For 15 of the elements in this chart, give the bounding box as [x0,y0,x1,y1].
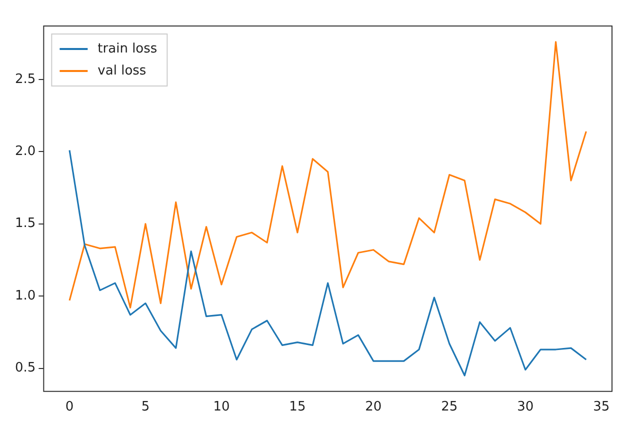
x-tick-label: 30 [517,400,534,415]
x-tick-label: 35 [593,400,610,415]
y-tick-label: 2.5 [14,72,36,87]
x-tick-label: 10 [213,400,230,415]
x-tick-label: 25 [441,400,458,415]
y-tick-label: 1.0 [14,288,36,304]
y-tick-label: 0.5 [14,360,36,376]
y-tick-label: 1.5 [14,216,36,232]
legend-label: val loss [98,63,146,78]
y-tick-label: 2.0 [14,144,36,160]
legend-label: train loss [98,41,158,56]
x-tick-label: 0 [65,400,74,415]
x-tick-label: 20 [365,400,382,415]
x-tick-label: 5 [141,400,150,415]
x-tick-label: 15 [289,400,306,415]
